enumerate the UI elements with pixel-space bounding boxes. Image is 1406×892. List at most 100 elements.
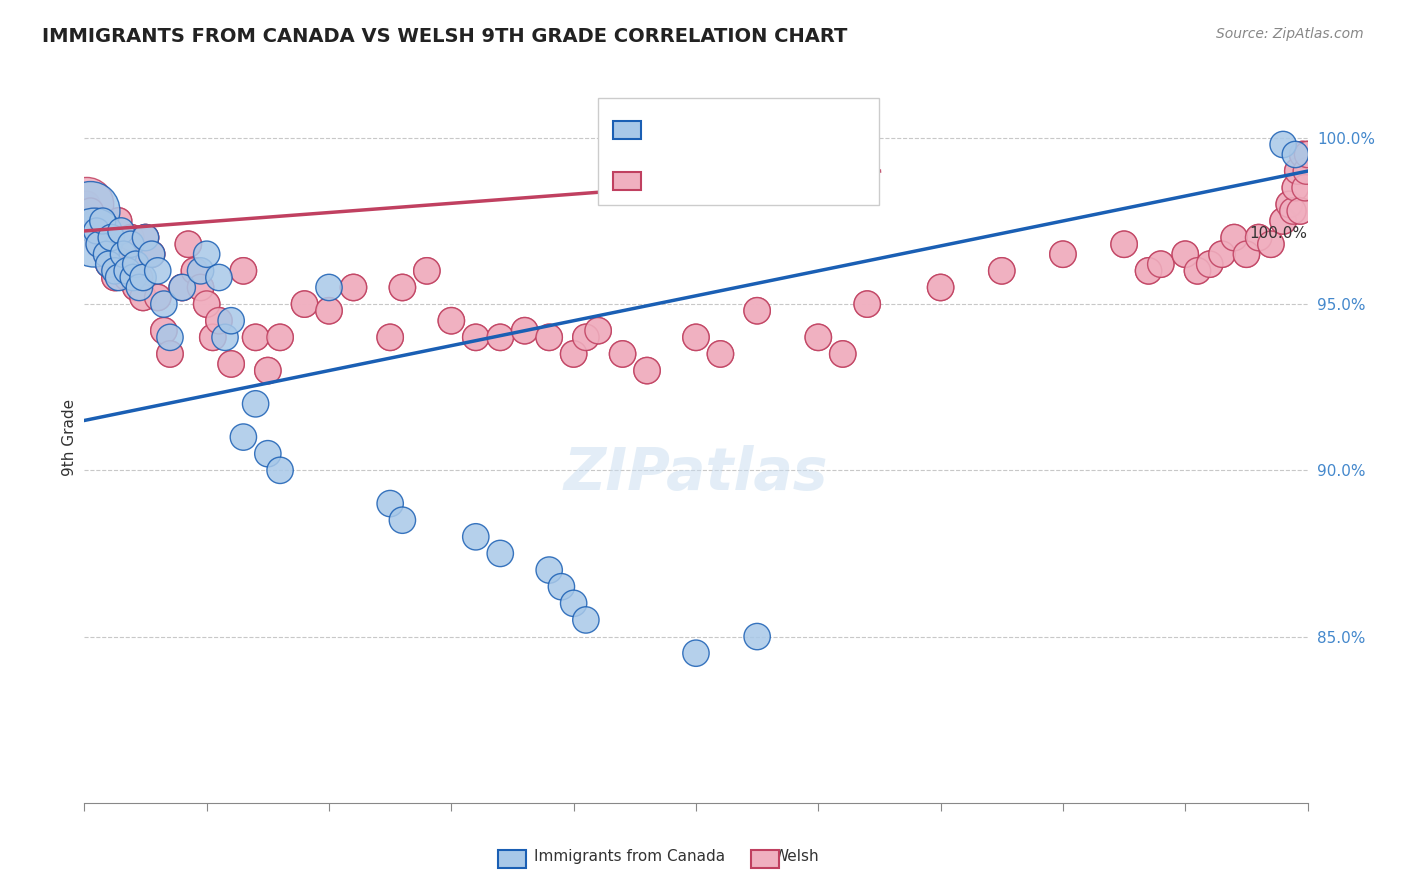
- Point: [1292, 147, 1315, 161]
- Point: [685, 646, 707, 660]
- Point: [245, 330, 267, 344]
- Point: [245, 397, 267, 411]
- Point: [929, 280, 952, 294]
- Point: [1286, 164, 1309, 178]
- Point: [1294, 180, 1316, 194]
- Point: [97, 257, 120, 271]
- Point: [76, 197, 98, 211]
- Point: [636, 363, 658, 377]
- Point: [128, 280, 150, 294]
- Point: [612, 347, 634, 361]
- Point: [1284, 180, 1306, 194]
- Point: [709, 347, 731, 361]
- Point: [269, 330, 291, 344]
- Point: [1289, 204, 1312, 219]
- Point: [489, 330, 512, 344]
- Point: [100, 230, 122, 244]
- Point: [416, 264, 439, 278]
- Point: [132, 270, 155, 285]
- Point: [79, 204, 101, 219]
- Point: [122, 270, 145, 285]
- Point: [190, 280, 212, 294]
- Point: [856, 297, 879, 311]
- Text: 0.0%: 0.0%: [84, 227, 124, 242]
- Point: [172, 280, 194, 294]
- Point: [135, 230, 157, 244]
- Point: [1247, 230, 1270, 244]
- Point: [1052, 247, 1074, 261]
- Point: [208, 270, 231, 285]
- Point: [1278, 197, 1301, 211]
- Point: [87, 237, 110, 252]
- Point: [195, 297, 218, 311]
- Point: [1211, 247, 1233, 261]
- Point: [831, 347, 853, 361]
- Point: [747, 303, 769, 318]
- Point: [104, 264, 127, 278]
- Point: [1198, 257, 1220, 271]
- Point: [440, 314, 463, 328]
- Point: [107, 214, 129, 228]
- Point: [1272, 214, 1295, 228]
- Point: [159, 347, 181, 361]
- Point: [1278, 197, 1301, 211]
- Point: [83, 224, 105, 238]
- Point: [1272, 214, 1295, 228]
- Point: [342, 280, 364, 294]
- Point: [1137, 264, 1160, 278]
- Point: [685, 330, 707, 344]
- Point: [96, 247, 118, 261]
- Point: [1187, 264, 1209, 278]
- Point: [464, 330, 486, 344]
- Point: [1284, 180, 1306, 194]
- Point: [1289, 204, 1312, 219]
- Point: [128, 270, 150, 285]
- Point: [125, 280, 148, 294]
- Point: [342, 280, 364, 294]
- Point: [219, 357, 242, 371]
- Point: [636, 363, 658, 377]
- Point: [1137, 264, 1160, 278]
- Point: [586, 324, 609, 338]
- Point: [201, 330, 224, 344]
- Point: [257, 447, 280, 461]
- Point: [1150, 257, 1173, 271]
- Text: 46: 46: [766, 120, 789, 138]
- Point: [391, 513, 413, 527]
- Point: [177, 237, 200, 252]
- Point: [120, 230, 142, 244]
- Point: [1295, 164, 1317, 178]
- Point: [214, 330, 236, 344]
- Point: [232, 430, 254, 444]
- Point: [1236, 247, 1258, 261]
- Point: [96, 247, 118, 261]
- Point: [318, 280, 340, 294]
- Point: [112, 247, 135, 261]
- Text: Immigrants from Canada: Immigrants from Canada: [534, 849, 725, 863]
- Point: [132, 290, 155, 304]
- Point: [146, 290, 169, 304]
- Point: [586, 324, 609, 338]
- Point: [112, 247, 135, 261]
- Point: [120, 230, 142, 244]
- Point: [115, 270, 138, 285]
- Point: [107, 214, 129, 228]
- Point: [489, 546, 512, 560]
- Point: [575, 330, 598, 344]
- Point: [562, 347, 585, 361]
- Point: [232, 264, 254, 278]
- Point: [391, 280, 413, 294]
- Point: [257, 363, 280, 377]
- Point: [141, 247, 163, 261]
- Point: [91, 224, 114, 238]
- Point: [122, 257, 145, 271]
- Point: [232, 264, 254, 278]
- Point: [440, 314, 463, 328]
- Point: [489, 330, 512, 344]
- Point: [1211, 247, 1233, 261]
- Point: [513, 324, 536, 338]
- Point: [208, 314, 231, 328]
- Point: [538, 330, 561, 344]
- Point: [141, 247, 163, 261]
- Point: [86, 214, 108, 228]
